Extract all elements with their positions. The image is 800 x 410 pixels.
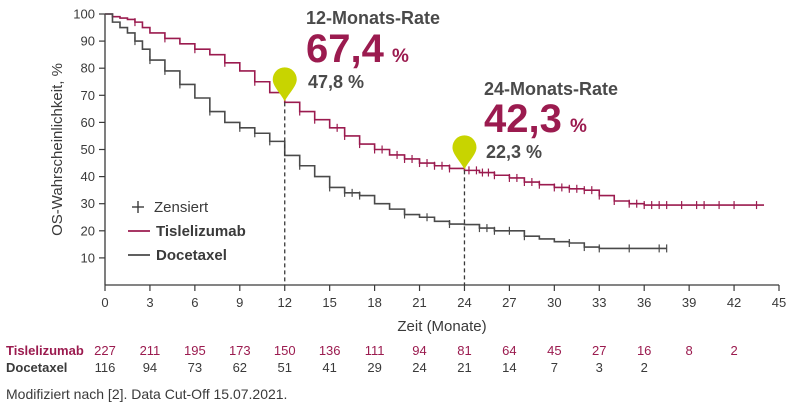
risk-value-docetaxel: 73 — [188, 360, 202, 375]
risk-value-docetaxel: 41 — [322, 360, 336, 375]
risk-row-label-tislelizumab: Tislelizumab — [6, 343, 84, 358]
km-survival-chart: 0 3 6 9 12 15 18 21 24 27 30 33 36 39 42 45102030405060… — [6, 7, 786, 376]
rate-value-docetaxel: 47,8 % — [308, 72, 364, 92]
rate-value-tislelizumab: 42,3 — [484, 97, 562, 141]
x-tick-label: 39 — [682, 295, 696, 310]
risk-table: Tislelizumab 227 211 195 173 150 136 111 94 81 64 4… — [6, 343, 738, 375]
x-tick-label: 9 — [236, 295, 243, 310]
y-tick-label: 90 — [81, 34, 95, 49]
x-axis-title: Zeit (Monate) — [397, 318, 486, 335]
x-tick-label: 33 — [592, 295, 606, 310]
risk-value-tislelizumab: 8 — [686, 343, 693, 358]
risk-value-tislelizumab: 227 — [94, 343, 116, 358]
x-tick-label: 42 — [727, 295, 741, 310]
rate-unit: % — [392, 46, 409, 67]
x-tick-label: 6 — [191, 295, 198, 310]
x-tick-label: 30 — [547, 295, 561, 310]
risk-value-docetaxel: 14 — [502, 360, 516, 375]
rate-value-docetaxel: 22,3 % — [486, 142, 542, 162]
x-tick-label: 21 — [412, 295, 426, 310]
rate-value-tislelizumab: 67,4 — [306, 27, 385, 71]
y-tick-label: 60 — [81, 115, 95, 130]
y-tick-label: 70 — [81, 88, 95, 103]
x-tick-label: 18 — [367, 295, 381, 310]
x-tick-label: 27 — [502, 295, 516, 310]
risk-value-docetaxel: 29 — [367, 360, 381, 375]
risk-value-docetaxel: 94 — [143, 360, 157, 375]
risk-value-docetaxel: 51 — [277, 360, 291, 375]
x-tick-label: 12 — [277, 295, 291, 310]
footnote: Modifiziert nach [2]. Data Cut-Off 15.07… — [6, 386, 288, 402]
risk-row-label-docetaxel: Docetaxel — [6, 360, 67, 375]
risk-value-tislelizumab: 150 — [274, 343, 296, 358]
y-tick-label: 100 — [73, 7, 95, 22]
risk-value-tislelizumab: 2 — [730, 343, 737, 358]
map-pin-icon — [452, 135, 477, 170]
risk-value-docetaxel: 116 — [95, 360, 116, 375]
risk-value-tislelizumab: 136 — [319, 343, 341, 358]
risk-value-docetaxel: 2 — [641, 360, 648, 375]
risk-value-docetaxel: 3 — [596, 360, 603, 375]
y-tick-label: 30 — [81, 196, 95, 211]
risk-value-docetaxel: 7 — [551, 360, 558, 375]
risk-value-tislelizumab: 64 — [502, 343, 516, 358]
series-layer — [105, 13, 765, 253]
rate-unit: % — [570, 116, 587, 137]
risk-value-tislelizumab: 27 — [592, 343, 606, 358]
y-tick-label: 80 — [81, 61, 95, 76]
risk-value-tislelizumab: 211 — [140, 343, 161, 358]
risk-value-docetaxel: 62 — [233, 360, 247, 375]
y-tick-label: 50 — [81, 142, 95, 157]
rate-heading: 12-Monats-Rate — [306, 8, 440, 28]
y-tick-label: 20 — [81, 223, 95, 238]
risk-value-docetaxel: 24 — [412, 360, 426, 375]
risk-value-tislelizumab: 195 — [184, 343, 206, 358]
risk-value-tislelizumab: 16 — [637, 343, 651, 358]
y-axis-title: OS-Wahrscheinlichkeit, % — [49, 63, 66, 236]
legend-label-tislelizumab: Tislelizumab — [156, 223, 246, 240]
legend: Zensiert Tislelizumab Docetaxel — [128, 199, 246, 264]
risk-value-tislelizumab: 111 — [365, 343, 385, 358]
x-tick-label: 3 — [146, 295, 153, 310]
risk-value-tislelizumab: 173 — [229, 343, 251, 358]
map-pin-icon — [272, 67, 297, 102]
curve-docetaxel — [105, 13, 667, 250]
y-tick-label: 10 — [81, 250, 95, 265]
risk-value-docetaxel: 21 — [457, 360, 471, 375]
legend-label-censored: Zensiert — [154, 199, 209, 216]
y-tick-label: 40 — [81, 169, 95, 184]
x-tick-label: 36 — [637, 295, 651, 310]
rate-heading: 24-Monats-Rate — [484, 79, 618, 99]
x-tick-label: 24 — [457, 295, 471, 310]
legend-label-docetaxel: Docetaxel — [156, 247, 227, 264]
curve-tislelizumab — [105, 13, 765, 206]
x-tick-label: 45 — [772, 295, 786, 310]
risk-value-tislelizumab: 81 — [457, 343, 471, 358]
axes-layer: 0 3 6 9 12 15 18 21 24 27 30 33 36 39 42 45102030405060… — [49, 7, 786, 336]
risk-value-tislelizumab: 94 — [412, 343, 426, 358]
x-tick-label: 15 — [322, 295, 336, 310]
x-tick-label: 0 — [101, 295, 108, 310]
risk-value-tislelizumab: 45 — [547, 343, 561, 358]
